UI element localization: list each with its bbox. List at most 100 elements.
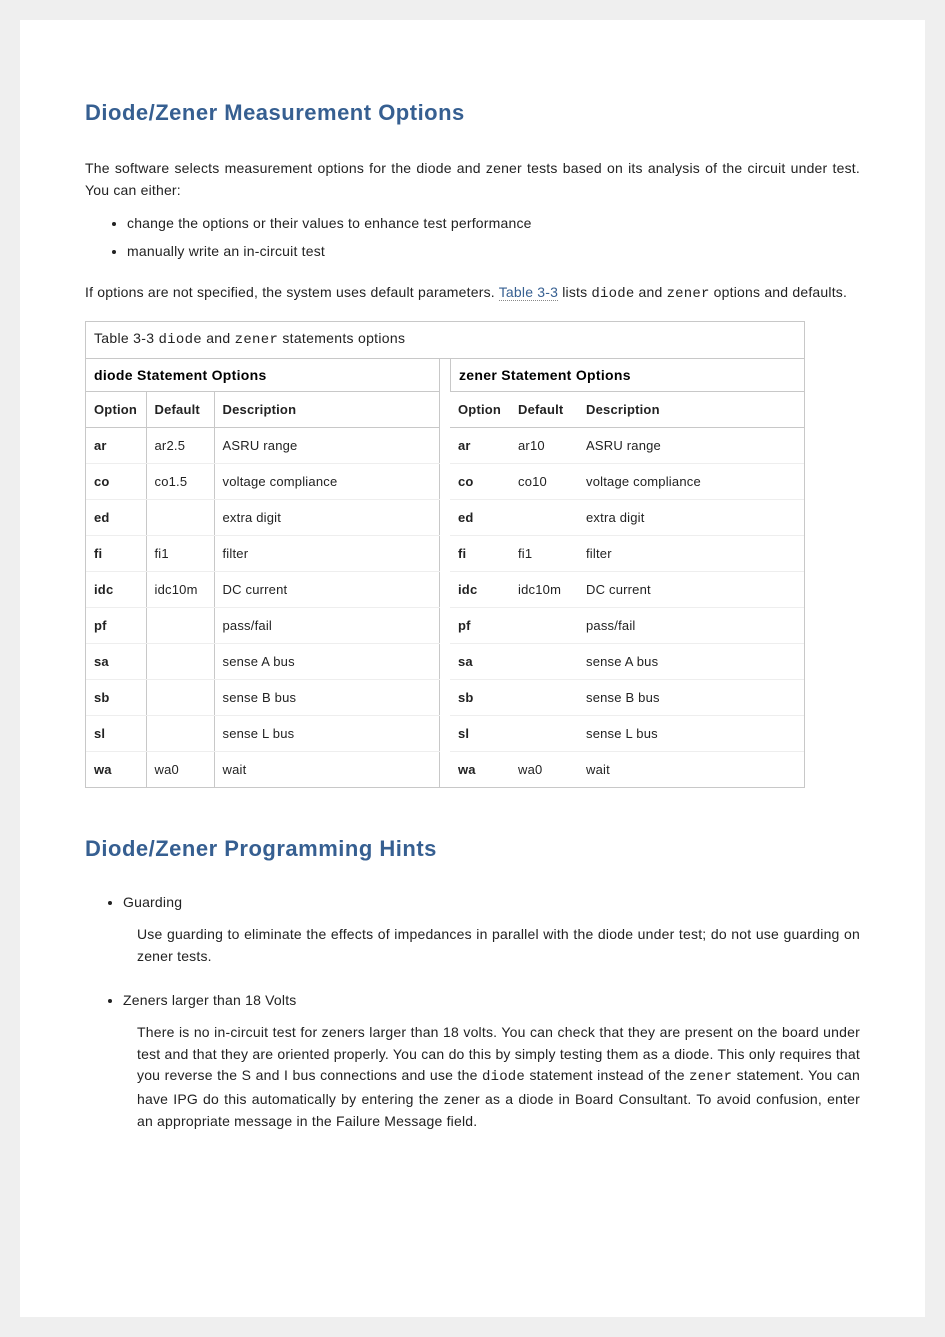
section1-post-bullets: If options are not specified, the system… xyxy=(85,282,860,306)
table-row: fifi1filter xyxy=(450,536,804,572)
table-cell: sl xyxy=(450,716,510,752)
table-cell xyxy=(146,608,214,644)
table-cell: ASRU range xyxy=(214,428,440,464)
table-cell: idc xyxy=(86,572,146,608)
table-row: arar10ASRU range xyxy=(450,428,804,464)
table-cell: sense A bus xyxy=(578,644,804,680)
table-cell: sense B bus xyxy=(214,680,440,716)
table-cell: fi xyxy=(86,536,146,572)
section1-heading: Diode/Zener Measurement Options xyxy=(85,100,860,126)
table-cell: wa xyxy=(86,752,146,788)
table-cell xyxy=(510,716,578,752)
code-term: diode xyxy=(482,1069,525,1085)
table-cell: voltage compliance xyxy=(214,464,440,500)
table-cell: sense L bus xyxy=(214,716,440,752)
table-cell: co1.5 xyxy=(146,464,214,500)
code-term: zener xyxy=(235,332,279,348)
table-cell: ar xyxy=(450,428,510,464)
table-cell: wait xyxy=(578,752,804,788)
table-cell: idc10m xyxy=(510,572,578,608)
diode-options-subtable: diode Statement Options Option Default D… xyxy=(86,358,440,787)
text-fragment: If options are not specified, the system… xyxy=(85,284,499,300)
code-term: diode xyxy=(591,286,634,302)
table-cell xyxy=(146,644,214,680)
table-cell xyxy=(146,680,214,716)
table-cell: co xyxy=(86,464,146,500)
table-cell: ar2.5 xyxy=(146,428,214,464)
table-row: sbsense B bus xyxy=(450,680,804,716)
zener-options-subtable: zener Statement Options Option Default D… xyxy=(450,358,804,787)
table-row: pfpass/fail xyxy=(450,608,804,644)
table-ref-link[interactable]: Table 3-3 xyxy=(499,284,558,301)
table-cell: extra digit xyxy=(578,500,804,536)
column-header: Description xyxy=(214,392,440,428)
column-header: Option xyxy=(86,392,146,428)
table-row: sl sense L bus xyxy=(86,716,440,752)
table-cell: wa xyxy=(450,752,510,788)
table-spacer xyxy=(440,358,450,787)
table-row: sl sense L bus xyxy=(450,716,804,752)
hint-body: Use guarding to eliminate the effects of… xyxy=(137,924,860,967)
hints-list: Guarding Use guarding to eliminate the e… xyxy=(123,894,860,1132)
table-cell: idc xyxy=(450,572,510,608)
table-caption: Table 3-3 diode and zener statements opt… xyxy=(86,322,804,358)
text-fragment: statements options xyxy=(278,330,405,346)
table-cell: fi1 xyxy=(510,536,578,572)
table-row: arar2.5ASRU range xyxy=(86,428,440,464)
text-fragment: lists xyxy=(558,284,591,300)
table-cell: sense A bus xyxy=(214,644,440,680)
hint-title: Guarding xyxy=(123,894,860,910)
diode-options-grid: Option Default Description arar2.5ASRU r… xyxy=(86,392,440,787)
column-header: Default xyxy=(146,392,214,428)
table-cell: co10 xyxy=(510,464,578,500)
column-header: Default xyxy=(510,392,578,428)
table-cell: idc10m xyxy=(146,572,214,608)
table-cell: pf xyxy=(86,608,146,644)
table-row: idcidc10mDC current xyxy=(86,572,440,608)
table-cell: sense L bus xyxy=(578,716,804,752)
table-cell: fi xyxy=(450,536,510,572)
table-row: coco10voltage compliance xyxy=(450,464,804,500)
table-cell: ed xyxy=(450,500,510,536)
table-cell: co xyxy=(450,464,510,500)
text-fragment: statement instead of the xyxy=(525,1067,689,1083)
table-cell: ed xyxy=(86,500,146,536)
section2-heading: Diode/Zener Programming Hints xyxy=(85,836,860,862)
zener-options-grid: Option Default Description arar10ASRU ra… xyxy=(450,392,804,787)
code-term: diode xyxy=(158,332,202,348)
hint-item: Zeners larger than 18 Volts There is no … xyxy=(123,992,860,1132)
table-cell: sb xyxy=(86,680,146,716)
table-row: wawa0wait xyxy=(86,752,440,788)
table-cell xyxy=(510,608,578,644)
code-term: zener xyxy=(667,286,710,302)
table-row: wawa0wait xyxy=(450,752,804,788)
hint-item: Guarding Use guarding to eliminate the e… xyxy=(123,894,860,967)
options-table: Table 3-3 diode and zener statements opt… xyxy=(85,321,805,788)
table-row: ed extra digit xyxy=(86,500,440,536)
table-cell: pass/fail xyxy=(578,608,804,644)
table-row: idcidc10mDC current xyxy=(450,572,804,608)
page: Diode/Zener Measurement Options The soft… xyxy=(20,20,925,1317)
text-fragment: and xyxy=(202,330,235,346)
table-cell: voltage compliance xyxy=(578,464,804,500)
table-row: sa sense A bus xyxy=(86,644,440,680)
table-cell: pass/fail xyxy=(214,608,440,644)
table-cell: filter xyxy=(214,536,440,572)
table-cell: extra digit xyxy=(214,500,440,536)
table-row: sasense A bus xyxy=(450,644,804,680)
hint-body: There is no in-circuit test for zeners l… xyxy=(137,1022,860,1132)
column-header: Option xyxy=(450,392,510,428)
table-row: fifi1filter xyxy=(86,536,440,572)
text-fragment: and xyxy=(634,284,666,300)
table-row: sb sense B bus xyxy=(86,680,440,716)
table-cell xyxy=(146,716,214,752)
table-cell: ASRU range xyxy=(578,428,804,464)
zener-subtable-title: zener Statement Options xyxy=(450,358,804,392)
table-cell: sl xyxy=(86,716,146,752)
list-item: manually write an in-circuit test xyxy=(127,239,860,264)
list-item: change the options or their values to en… xyxy=(127,211,860,236)
table-cell: filter xyxy=(578,536,804,572)
table-cell: sa xyxy=(86,644,146,680)
table-row: ed extra digit xyxy=(450,500,804,536)
diode-subtable-title: diode Statement Options xyxy=(86,358,440,392)
